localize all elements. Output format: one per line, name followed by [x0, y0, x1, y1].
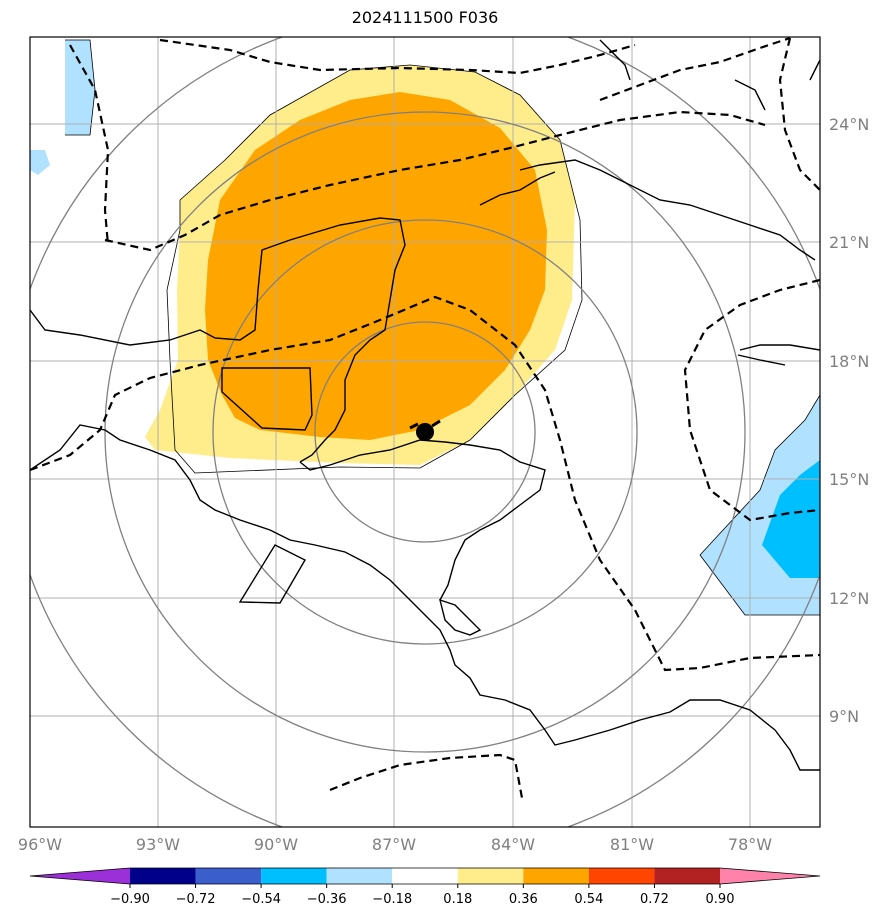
colorbar-tick-label: −0.18: [372, 892, 412, 907]
lon-label-96w: 96°W: [18, 835, 62, 854]
colorbar: −0.90 −0.72 −0.54 −0.36 −0.18 0.18 0.36 0.54 0.7…: [29, 867, 821, 907]
colorbar-swatch: [654, 868, 720, 884]
colorbar-tick-label: 0.54: [574, 892, 603, 907]
lat-label-21n: 21°N: [829, 233, 869, 252]
colorbar-swatch: [457, 868, 524, 884]
colorbar-swatch: [588, 868, 655, 884]
colorbar-extend-max: [720, 868, 820, 884]
map-area: [30, 37, 820, 827]
lon-label-81w: 81°W: [610, 835, 654, 854]
colorbar-tick-label: 0.72: [640, 892, 669, 907]
colorbar-tick-label: −0.72: [176, 892, 216, 907]
lat-label-15n: 15°N: [829, 470, 869, 489]
colorbar-extend-min: [30, 868, 130, 884]
colorbar-swatch: [261, 868, 327, 884]
lon-label-93w: 93°W: [136, 835, 180, 854]
colorbar-tick-label: 0.36: [509, 892, 538, 907]
positive-field-orange: [205, 92, 547, 440]
colorbar-swatch: [392, 868, 458, 884]
chart-title: 2024111500 F036: [351, 8, 499, 27]
negative-field-deep-blue-e: [762, 460, 820, 578]
lon-label-87w: 87°W: [372, 835, 416, 854]
lon-label-90w: 90°W: [254, 835, 298, 854]
colorbar-tick-label: 0.18: [443, 892, 472, 907]
storm-center-marker: [416, 423, 434, 441]
colorbar-swatch: [523, 868, 589, 884]
lat-label-24n: 24°N: [829, 115, 869, 134]
lat-label-12n: 12°N: [829, 589, 869, 608]
negative-field-light-blue-w: [30, 150, 50, 175]
colorbar-swatch: [326, 868, 393, 884]
colorbar-tick-label: 0.90: [706, 892, 735, 907]
graticule: [30, 37, 820, 827]
colorbar-swatch: [195, 868, 262, 884]
range-rings: [30, 37, 820, 827]
lon-label-78w: 78°W: [728, 835, 772, 854]
map-frame: [29, 36, 821, 828]
colorbar-tick-label: −0.54: [241, 892, 281, 907]
dashed-contours: [30, 37, 820, 799]
lat-label-18n: 18°N: [829, 352, 869, 371]
coastlines: [30, 39, 820, 771]
lat-label-9n: 9°N: [829, 707, 859, 726]
colorbar-swatch: [130, 868, 196, 884]
colorbar-tick-label: −0.36: [307, 892, 347, 907]
negative-field-light-blue-nw: [65, 40, 95, 135]
colorbar-tick-label: −0.90: [110, 892, 150, 907]
lon-label-84w: 84°W: [491, 835, 535, 854]
